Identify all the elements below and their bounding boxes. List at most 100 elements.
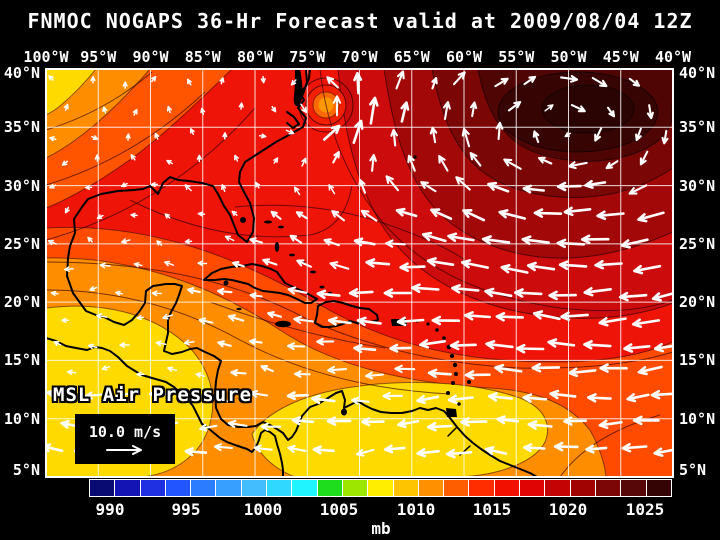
wind-arrow [63,266,74,272]
wind-arrow [316,289,341,299]
wind-arrow [213,443,234,452]
wind-arrow [523,443,546,453]
wind-arrow [495,312,524,322]
wind-arrow [49,136,57,142]
lat-label: 40°N [679,64,716,82]
wind-arrow [598,317,627,327]
wind-arrow [522,184,545,194]
wind-arrow [167,366,178,372]
wind-arrow [564,132,572,138]
wind-arrow [621,442,648,453]
wind-arrow [323,124,341,141]
wind-arrow [549,389,577,400]
colorbar-swatch [191,480,216,496]
wind-arrow [547,338,576,348]
wind-arrow [651,292,673,302]
wind-arrow [587,393,612,403]
colorbar-tick: 1020 [548,500,588,519]
wind-arrow [260,364,274,373]
wind-arrow [197,260,208,267]
wind-arrow [568,161,588,170]
lon-label: 45°W [602,48,639,66]
wind-arrow [563,416,587,426]
wind-arrow [399,262,426,272]
wind-arrow [626,393,650,403]
wind-arrow [253,444,273,453]
coastline-layer [46,69,538,477]
wind-arrow [61,317,70,323]
wind-arrow [632,415,660,426]
wind-arrow [384,444,406,454]
wind-arrow [461,127,471,148]
wind-arrow [585,444,608,454]
wind-arrow [447,232,475,242]
wind-arrow [287,444,307,453]
wind-arrow [606,106,616,118]
wind-arrow [136,315,144,321]
wind-arrow [358,178,367,194]
wind-arrow [196,154,202,163]
colorbar-swatch [140,480,165,496]
island-bahamas [289,253,295,257]
wind-arrow [523,75,537,86]
island-montserrat [442,336,446,340]
wind-arrow [48,75,54,81]
wind-arrow [426,421,453,432]
wind-arrow [184,184,192,192]
colorbar-swatch [342,480,368,496]
coastline-mainland [66,69,538,477]
isobar-band-tl-yellow [46,69,97,116]
wind-arrow [584,179,607,189]
lat-label: 5°N [12,461,40,479]
wind-arrow [356,316,382,327]
wind-arrow [234,154,239,162]
island-grenada [446,391,450,395]
wind-arrow [155,340,167,347]
wind-arrow [395,70,405,90]
wind-arrow [328,184,336,195]
wind-arrow [522,393,548,403]
wind-arrow [231,210,238,216]
colorbar-swatch [570,480,595,496]
colorbar-swatch [90,480,115,496]
wind-arrow [267,311,283,319]
wind-arrow [532,130,540,144]
wind-arrow [101,365,111,371]
wind-arrow [420,181,437,193]
wind-arrow [260,422,282,431]
wind-arrow [84,184,93,191]
wind-arrow [311,394,336,405]
wind-arrow [249,292,263,300]
wind-arrow [451,284,480,294]
wind-arrow [469,152,482,167]
lat-label: 20°N [679,293,716,312]
wind-arrow [151,290,163,297]
island-st-vincent [451,381,455,385]
wind-arrow [91,135,99,141]
wind-arrow [121,238,131,244]
wind-arrow [63,103,69,111]
wind-arrow [594,259,623,270]
wind-arrow [353,237,376,247]
island-anguilla [426,322,430,326]
field-title: MSL Air Pressure [53,384,253,406]
wind-arrow [464,370,491,380]
wind-arrow [227,314,245,322]
wind-arrow [416,448,440,458]
lon-label: 75°W [289,48,326,66]
wind-arrow [258,133,267,139]
wind-arrow [637,365,663,376]
wind-arrow [184,447,208,457]
wind-arrow [653,342,673,353]
wind-arrow [360,209,378,222]
wind-arrow [462,209,486,222]
wind-arrow [394,364,416,374]
colorbar-swatch [115,480,140,496]
wind-scale-arrow-icon [106,444,142,455]
wind-arrow [149,389,173,399]
wind-arrow [484,287,513,298]
wind-arrow [301,157,307,167]
wind-arrow [181,393,204,403]
wind-arrow [521,235,550,245]
island-trinidad [446,408,457,417]
